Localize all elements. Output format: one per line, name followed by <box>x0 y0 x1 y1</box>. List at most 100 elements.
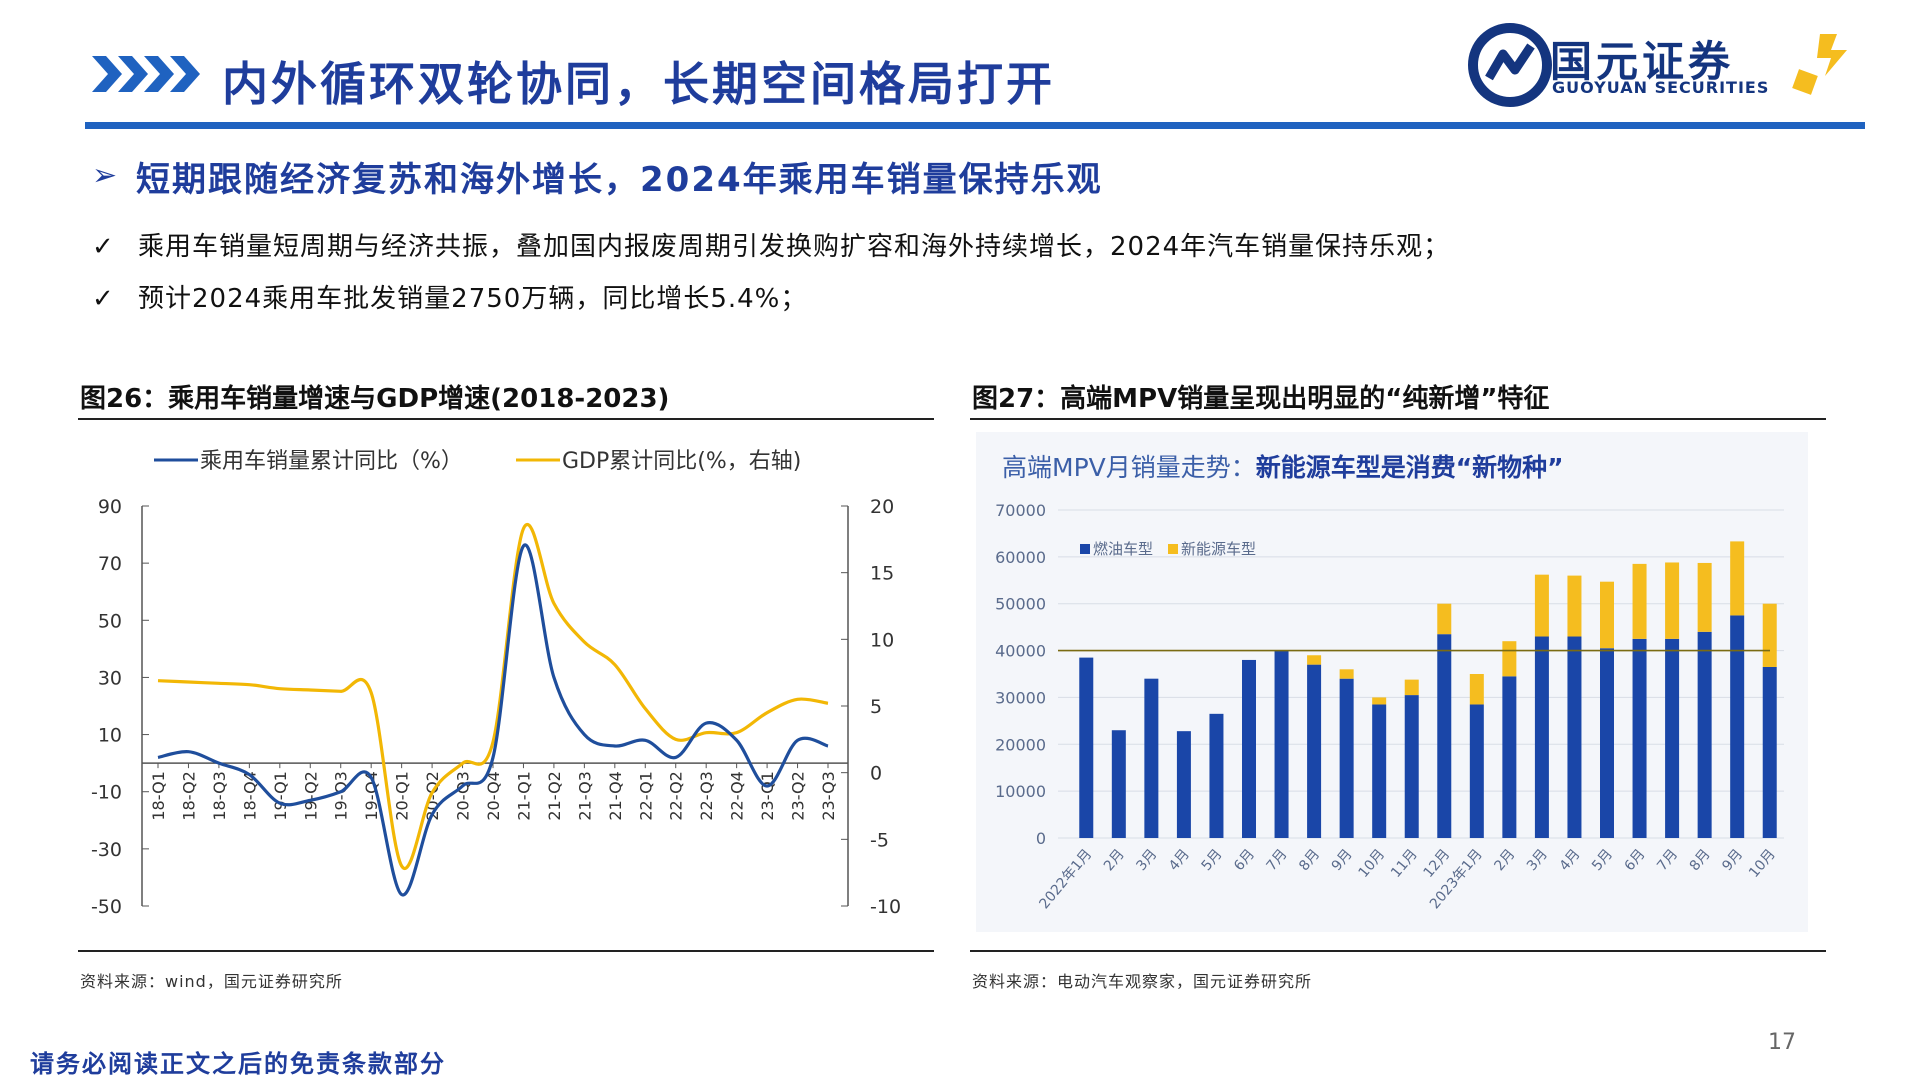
x-tick-label: 18-Q4 <box>240 771 259 821</box>
bar-fuel <box>1730 615 1745 838</box>
x-tick-label: 22-Q2 <box>667 771 686 821</box>
x-tick-label: 19-Q4 <box>362 771 381 821</box>
bar-nev <box>1632 563 1647 639</box>
chart1-legend: 乘用车销量累计同比（%） GDP累计同比(%，右轴) <box>154 449 801 474</box>
chart2-title-emphasis: 新能源车型是消费“新物种” <box>1256 453 1564 482</box>
bar-nev <box>1339 669 1354 679</box>
legend-swatch-fuel <box>1080 544 1090 554</box>
bar-nev <box>1730 541 1745 616</box>
bar-fuel <box>1632 638 1647 838</box>
bar-fuel <box>1339 678 1354 838</box>
bar-nev <box>1567 575 1582 637</box>
checkmark-icon: ✓ <box>92 232 115 262</box>
x-tick-label: 19-Q1 <box>271 771 290 821</box>
bar-fuel <box>1372 704 1387 838</box>
bar-fuel <box>1600 648 1614 838</box>
bar-fuel <box>1404 695 1419 838</box>
fig26-source: 资料来源：wind，国元证券研究所 <box>80 972 343 991</box>
bar-fuel <box>1665 638 1680 838</box>
x-tick-label: 22-Q4 <box>728 771 747 821</box>
bar-fuel <box>1307 664 1322 838</box>
fig27-source: 资料来源：电动汽车观察家，国元证券研究所 <box>972 972 1313 991</box>
x-tick-label: 22-Q3 <box>697 771 716 821</box>
bar-nev <box>1762 603 1777 667</box>
bar-fuel <box>1697 631 1712 838</box>
bar-fuel <box>1469 704 1484 838</box>
fig27-bar-chart: 高端MPV月销量走势：新能源车型是消费“新物种” 70000 60000 50000 4… <box>976 432 1808 932</box>
logo-chinese-name: 国元证券 <box>1550 37 1735 86</box>
x-tick-label: 21-Q1 <box>514 771 533 821</box>
x-tick-label: 19-Q2 <box>301 771 320 821</box>
legend-label-gdp: GDP累计同比(%，右轴) <box>562 449 801 474</box>
bullet-item-2: ✓ 预计2024乘用车批发销量2750万辆，同比增长5.4%； <box>92 278 807 315</box>
logo-english-name: GUOYUAN SECURITIES <box>1552 78 1770 97</box>
bar-nev <box>1600 581 1614 649</box>
fig27-bottom-rule <box>970 950 1826 952</box>
bar-fuel <box>1209 713 1224 838</box>
bar-fuel <box>1111 730 1126 838</box>
x-tick-label: 21-Q4 <box>606 771 625 821</box>
left-tick-label: 50 <box>98 610 122 632</box>
fig26-top-rule <box>78 418 934 420</box>
triangle-bullet-icon: ➢ <box>92 158 118 193</box>
bar-fuel <box>1762 666 1777 838</box>
fig26-bottom-rule <box>78 950 934 952</box>
bar-nev <box>1697 562 1712 632</box>
bar-fuel <box>1176 731 1191 838</box>
right-tick-label: 15 <box>870 563 894 585</box>
left-tick-label: -50 <box>91 896 122 918</box>
bullet-item-1: ✓ 乘用车销量短周期与经济共振，叠加国内报废周期引发换购扩容和海外持续增长，202… <box>92 226 1450 263</box>
x-tick-label: 19-Q3 <box>332 771 351 821</box>
x-tick-label: 18-Q1 <box>149 771 168 821</box>
bar-nev <box>1665 562 1680 639</box>
y-tick-label: 60000 <box>995 548 1046 567</box>
x-tick-label: 23-Q3 <box>819 771 838 821</box>
x-tick-label: 18-Q3 <box>210 771 229 821</box>
right-tick-label: -5 <box>870 829 889 851</box>
fig26-line-chart: 乘用车销量累计同比（%） GDP累计同比(%，右轴)9070503010-10-3… <box>91 449 901 918</box>
bar-fuel <box>1534 636 1549 838</box>
left-tick-label: 70 <box>98 553 122 575</box>
checkmark-icon: ✓ <box>92 284 115 314</box>
legend-swatch-nev <box>1168 544 1178 554</box>
y-tick-label: 50000 <box>995 595 1046 614</box>
y-tick-label: 0 <box>1036 829 1046 848</box>
bar-fuel <box>1437 634 1452 838</box>
disclaimer-footer: 请务必阅读正文之后的免责条款部分 <box>30 1050 446 1078</box>
fig27-top-rule <box>970 418 1826 420</box>
bar-nev <box>1534 574 1549 637</box>
bar-fuel <box>1567 636 1582 838</box>
left-tick-label: 10 <box>98 725 122 747</box>
section-title: 短期跟随经济复苏和海外增长，2024年乘用车销量保持乐观 <box>136 160 1103 200</box>
x-tick-label: 21-Q3 <box>575 771 594 821</box>
y-tick-label: 40000 <box>995 642 1046 661</box>
header-divider <box>85 122 1865 129</box>
y-tick-label: 20000 <box>995 735 1046 754</box>
right-tick-label: 10 <box>870 629 894 651</box>
legend-label-nev: 新能源车型 <box>1181 540 1256 558</box>
fig26-caption: 图26：乘用车销量增速与GDP增速(2018-2023) <box>80 384 670 414</box>
legend-label-sales: 乘用车销量累计同比（%） <box>200 449 463 474</box>
x-tick-label: 21-Q2 <box>545 771 564 821</box>
x-tick-label: 20-Q1 <box>393 771 412 821</box>
bar-fuel <box>1242 659 1256 838</box>
gdp-series-line <box>157 523 829 871</box>
legend-label-fuel: 燃油车型 <box>1093 540 1153 558</box>
x-tick-label: 20-Q4 <box>484 771 503 821</box>
bar-nev <box>1437 603 1452 635</box>
fig27-caption: 图27：高端MPV销量呈现出明显的“纯新增”特征 <box>972 384 1550 414</box>
bar-nev <box>1372 697 1387 705</box>
page-number: 17 <box>1768 1030 1796 1055</box>
right-tick-label: 5 <box>870 696 882 718</box>
sales-series-line <box>157 543 829 897</box>
bar-fuel <box>1502 676 1517 838</box>
y-tick-label: 70000 <box>995 501 1046 520</box>
page-title: 内外循环双轮协同，长期空间格局打开 <box>222 57 1055 111</box>
left-tick-label: 90 <box>98 496 122 518</box>
right-tick-label: -10 <box>870 896 901 918</box>
bar-nev <box>1404 679 1419 696</box>
x-tick-label: 20-Q3 <box>454 771 473 821</box>
x-tick-label: 23-Q2 <box>789 771 808 821</box>
bullet-text-1: 乘用车销量短周期与经济共振，叠加国内报废周期引发换购扩容和海外持续增长，2024… <box>138 232 1451 262</box>
guoyuan-logo-icon <box>1468 23 1847 107</box>
